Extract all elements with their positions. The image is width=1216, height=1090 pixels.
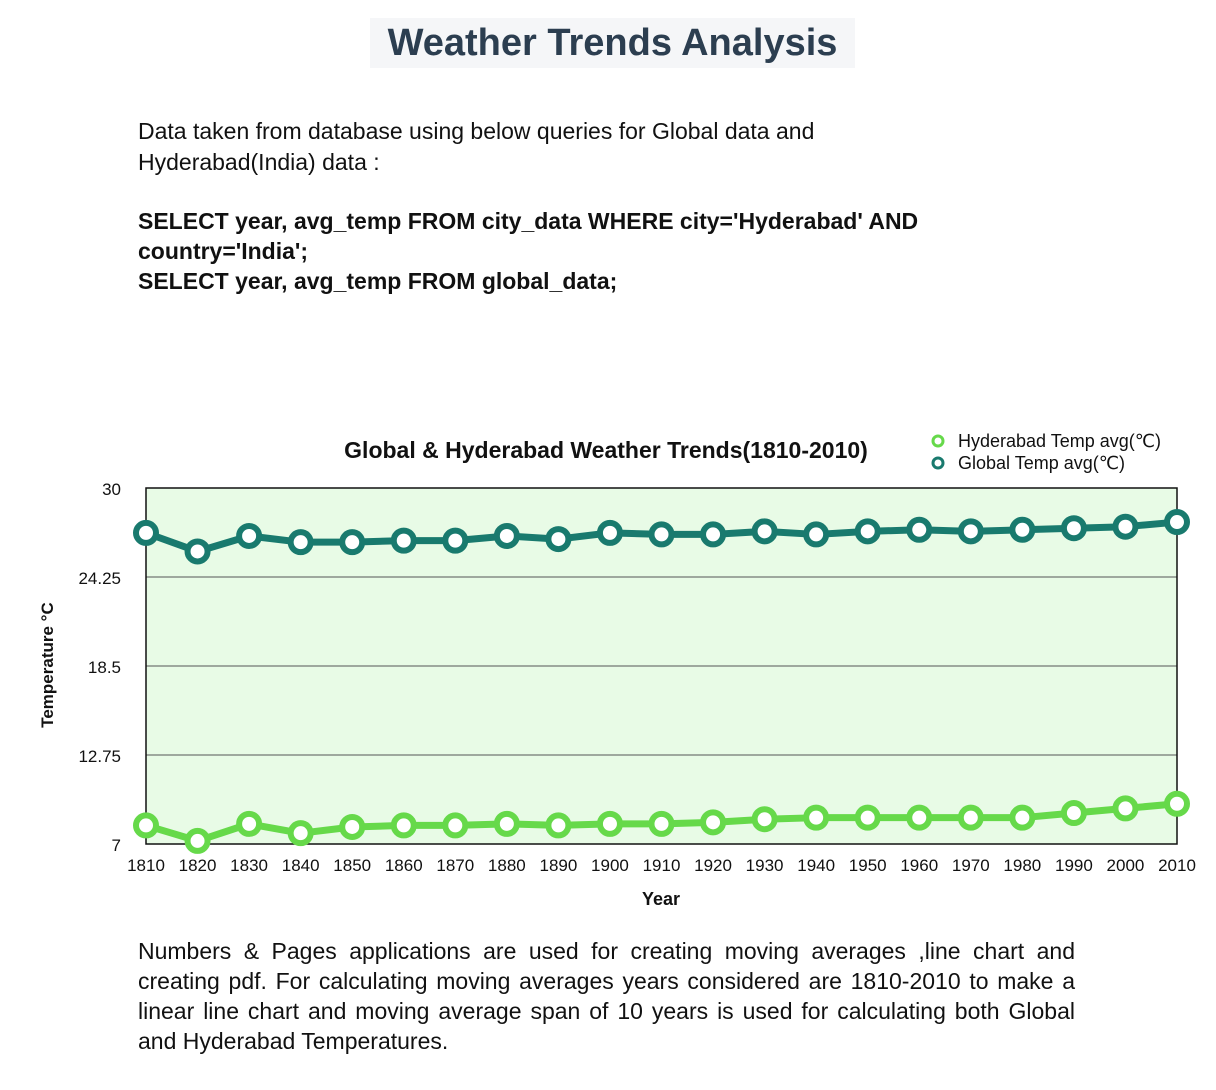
y-tick-label: 18.5 (88, 658, 121, 677)
legend-marker (931, 456, 945, 470)
series-2-point (545, 526, 572, 553)
series-2-point (648, 521, 675, 548)
series-2-point (493, 522, 520, 549)
series-2-point (957, 518, 984, 545)
series-2-point (390, 527, 417, 554)
series-1-point (287, 820, 314, 847)
x-tick-label: 1870 (436, 856, 474, 875)
x-tick-label: 1860 (385, 856, 423, 875)
x-axis-label: Year (642, 889, 680, 909)
series-2-point (339, 529, 366, 556)
series-1-point (803, 804, 830, 831)
page-title: Weather Trends Analysis (370, 18, 855, 68)
series-2-point (751, 518, 778, 545)
x-tick-label: 1840 (282, 856, 320, 875)
x-tick-label: 1970 (952, 856, 990, 875)
series-2-point (1009, 516, 1036, 543)
y-tick-label: 12.75 (78, 747, 121, 766)
x-tick-label: 1850 (333, 856, 371, 875)
series-2-point (287, 529, 314, 556)
series-1-point (133, 812, 159, 839)
series-1-point (751, 806, 778, 833)
x-tick-label: 1900 (591, 856, 629, 875)
legend: Hyderabad Temp avg(℃)Global Temp avg(℃) (931, 431, 1161, 473)
y-tick-label: 7 (112, 836, 121, 855)
series-2-point (906, 516, 933, 543)
y-tick-label: 30 (102, 480, 121, 499)
x-tick-label: 1980 (1003, 856, 1041, 875)
sql-queries: SELECT year, avg_temp FROM city_data WHE… (138, 206, 1058, 296)
series-1-point (1112, 795, 1139, 822)
y-axis-ticks: 7 12.75 18.5 24.25 30 (78, 480, 121, 855)
x-tick-label: 1950 (849, 856, 887, 875)
y-axis-label: Temperature °C (38, 602, 57, 728)
legend-label: Hyderabad Temp avg(℃) (958, 431, 1161, 451)
series-2-point (1112, 513, 1139, 540)
series-1-point (854, 804, 881, 831)
grid-lines (146, 576, 1177, 756)
query-1-line-2: country='India'; (138, 238, 309, 264)
x-tick-label: 1960 (900, 856, 938, 875)
series-1-point (906, 804, 933, 831)
series-2-point (236, 522, 263, 549)
x-axis-ticks: 1810 1820 1830 1840 1850 1860 1870 1880 1890 1900… (127, 856, 1196, 875)
series-2-point (700, 521, 727, 548)
x-tick-label: 1990 (1055, 856, 1093, 875)
x-tick-label: 1940 (797, 856, 835, 875)
series-1-point (339, 813, 366, 840)
series-1-point (493, 810, 520, 837)
x-tick-label: 1910 (643, 856, 681, 875)
query-2: SELECT year, avg_temp FROM global_data; (138, 268, 618, 294)
series-2-point (184, 538, 211, 565)
x-tick-label: 1930 (746, 856, 784, 875)
x-tick-label: 2010 (1158, 856, 1196, 875)
series-1-point (957, 804, 984, 831)
series-2-point (803, 521, 830, 548)
series-1-point (1164, 790, 1190, 817)
x-tick-label: 2000 (1107, 856, 1145, 875)
chart-title: Global & Hyderabad Weather Trends(1810-2… (344, 437, 868, 463)
series-1-point (1009, 804, 1036, 831)
footer-text: Numbers & Pages applications are used fo… (138, 938, 1075, 1054)
series-layer (133, 509, 1190, 854)
series-2-point (133, 519, 159, 546)
legend-label: Global Temp avg(℃) (958, 453, 1125, 473)
series-1-point (596, 810, 623, 837)
series-1-point (390, 812, 417, 839)
series-1-point (648, 810, 675, 837)
intro-text: Data taken from database using below que… (138, 118, 815, 175)
plot-border (145, 487, 1178, 845)
query-1-line-1: SELECT year, avg_temp FROM city_data WHE… (138, 208, 919, 234)
x-tick-label: 1880 (488, 856, 526, 875)
series-1-point (545, 812, 572, 839)
series-1-point (700, 809, 727, 836)
series-2-point (1164, 509, 1190, 536)
series-2-point (596, 519, 623, 546)
series-2-point (854, 518, 881, 545)
series-1-point (184, 827, 211, 854)
y-tick-label: 24.25 (78, 569, 121, 588)
x-tick-label: 1820 (179, 856, 217, 875)
series-2-point (1060, 515, 1087, 542)
series-1-point (442, 812, 469, 839)
x-tick-label: 1830 (230, 856, 268, 875)
x-tick-label: 1890 (539, 856, 577, 875)
series-2-point (442, 527, 469, 554)
legend-marker (931, 434, 945, 448)
x-tick-label: 1810 (127, 856, 165, 875)
series-1-point (236, 810, 263, 837)
x-tick-label: 1920 (694, 856, 732, 875)
series-1-point (1060, 800, 1087, 827)
